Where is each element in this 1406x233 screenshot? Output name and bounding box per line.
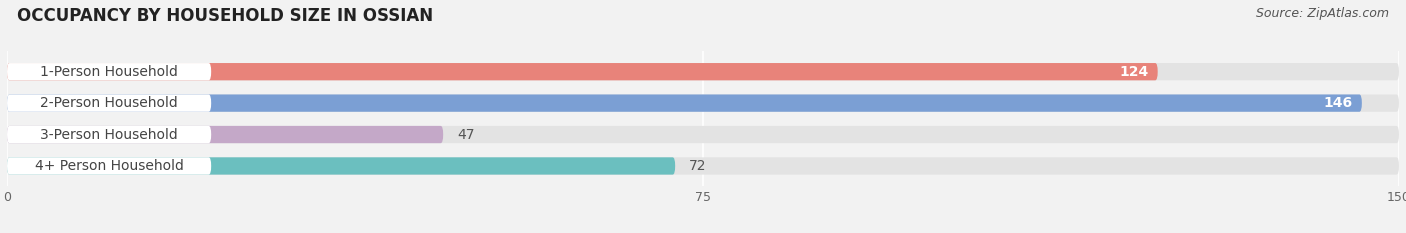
FancyBboxPatch shape [7,157,211,175]
FancyBboxPatch shape [7,94,1362,112]
Text: 3-Person Household: 3-Person Household [41,127,179,141]
Text: 124: 124 [1119,65,1149,79]
Text: Source: ZipAtlas.com: Source: ZipAtlas.com [1256,7,1389,20]
Text: OCCUPANCY BY HOUSEHOLD SIZE IN OSSIAN: OCCUPANCY BY HOUSEHOLD SIZE IN OSSIAN [17,7,433,25]
FancyBboxPatch shape [7,157,1399,175]
Text: 146: 146 [1323,96,1353,110]
FancyBboxPatch shape [7,94,211,112]
FancyBboxPatch shape [7,94,1399,112]
FancyBboxPatch shape [7,126,443,143]
Text: 1-Person Household: 1-Person Household [41,65,179,79]
FancyBboxPatch shape [7,63,211,80]
Text: 47: 47 [457,127,475,141]
FancyBboxPatch shape [7,126,211,143]
Text: 4+ Person Household: 4+ Person Household [35,159,184,173]
FancyBboxPatch shape [7,157,675,175]
FancyBboxPatch shape [7,63,1157,80]
Text: 2-Person Household: 2-Person Household [41,96,179,110]
Text: 72: 72 [689,159,707,173]
FancyBboxPatch shape [7,63,1399,80]
FancyBboxPatch shape [7,126,1399,143]
